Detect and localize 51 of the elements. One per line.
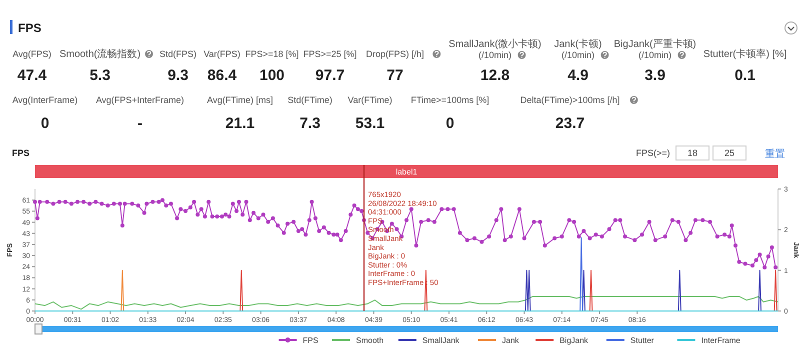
text: 47.4 <box>17 67 48 84</box>
text: Stutter(卡顿率) [%] <box>703 48 787 60</box>
text: 25 <box>724 148 735 158</box>
text: BigJank(严重卡顿) (/10min) <box>614 38 696 60</box>
text: Std(FPS) <box>159 49 197 59</box>
legend-label: BigJank <box>560 336 590 345</box>
text: 77 <box>386 67 404 84</box>
text: Avg(FTime) [ms] <box>206 95 274 105</box>
text: 重置 <box>765 148 785 160</box>
text: 0.1 <box>734 67 756 84</box>
text: 7.3 <box>300 115 320 132</box>
text: 86.4 <box>207 67 238 84</box>
text: 3.9 <box>644 67 666 84</box>
text: 21.1 <box>225 115 255 132</box>
text: - <box>138 115 142 132</box>
text: 23.7 <box>555 115 585 132</box>
text: Avg(FPS+InterFrame) <box>96 95 184 105</box>
text: FTime>=100ms [%] <box>410 95 490 105</box>
legend-label: SmallJank <box>422 336 460 345</box>
text: Drop(FPS) [/h] <box>366 49 424 59</box>
legend-label: Jank <box>502 336 520 345</box>
text: Smooth(流畅指数) <box>59 48 141 60</box>
text: 4.9 <box>568 67 588 84</box>
text: 5.3 <box>90 67 110 84</box>
text: Delta(FTime)>100ms [/h] <box>520 95 620 105</box>
text: FPS>=25 [%] <box>303 49 357 59</box>
text: Var(FTime) <box>348 95 392 105</box>
text: 100 <box>259 67 285 84</box>
text: Jank(卡顿) (/10min) <box>554 38 602 60</box>
legend-label: Stutter <box>630 336 654 345</box>
chart-title: FPS <box>12 148 30 158</box>
legend-label: FPS <box>302 336 318 345</box>
text: 0 <box>446 115 454 132</box>
text: Avg(FPS) <box>12 49 52 59</box>
legend-label: InterFrame <box>701 336 741 345</box>
text: label1 <box>396 168 418 176</box>
line-series <box>34 296 778 310</box>
text: FPS>=18 [%] <box>245 49 299 59</box>
legend-label: Smooth <box>356 336 384 345</box>
text: FPS <box>18 21 42 35</box>
text: Var(FPS) <box>204 49 240 59</box>
text: SmallJank(微小卡顿) (/10min) <box>448 38 542 60</box>
text: 97.7 <box>315 67 345 84</box>
text: 12.8 <box>480 67 510 84</box>
text: Std(FTime) <box>288 95 332 105</box>
text: 53.1 <box>355 115 385 132</box>
text: FPS(>=) <box>636 148 670 158</box>
text: 18 <box>687 148 698 158</box>
text: Avg(InterFrame) <box>12 95 78 105</box>
text: 9.3 <box>168 67 188 84</box>
text: 0 <box>40 115 50 132</box>
